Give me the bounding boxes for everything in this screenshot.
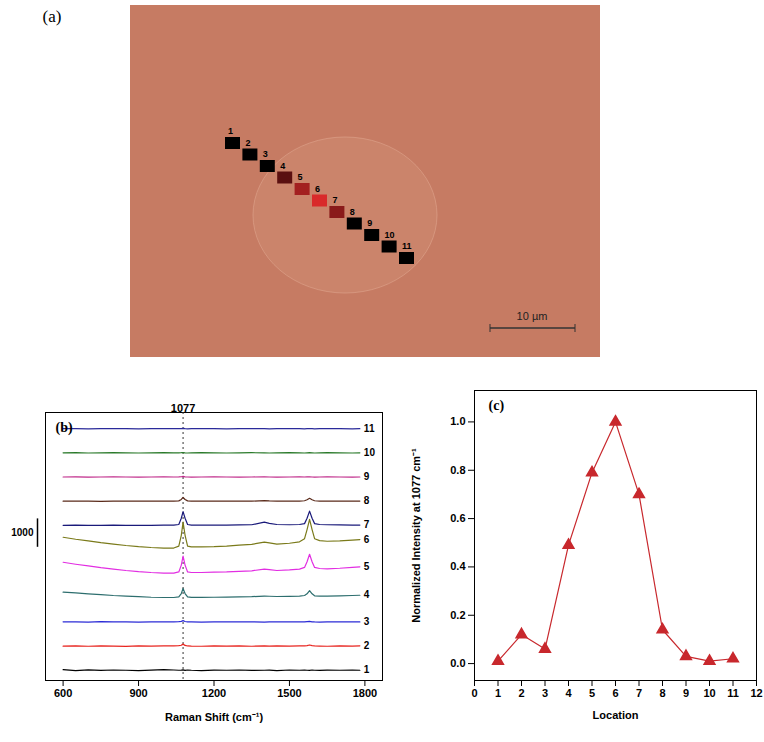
svg-text:5: 5 [298,172,303,182]
svg-text:11: 11 [402,241,412,251]
svg-text:0.0: 0.0 [450,657,465,669]
svg-text:3: 3 [542,687,548,699]
svg-text:0: 0 [471,687,477,699]
svg-text:1: 1 [364,664,370,675]
svg-text:2: 2 [364,640,370,651]
svg-text:4: 4 [280,161,285,171]
svg-text:1: 1 [495,687,501,699]
svg-text:1: 1 [228,126,233,136]
svg-text:6: 6 [315,184,320,194]
svg-text:9: 9 [683,687,689,699]
svg-text:3: 3 [263,149,268,159]
svg-text:12: 12 [750,687,762,699]
svg-text:1000: 1000 [11,527,34,538]
svg-text:5: 5 [364,561,370,572]
svg-text:1800: 1800 [353,687,377,699]
svg-text:6: 6 [612,687,618,699]
svg-text:Normalized Intensity at 1077 c: Normalized Intensity at 1077 cm⁻¹ [410,448,422,623]
svg-text:7: 7 [332,195,337,205]
svg-text:6: 6 [364,534,370,545]
svg-text:Location: Location [593,709,639,721]
svg-text:2: 2 [518,687,524,699]
svg-text:7: 7 [636,687,642,699]
svg-text:3: 3 [364,616,370,627]
svg-text:0.4: 0.4 [450,560,466,572]
svg-text:0.8: 0.8 [450,464,465,476]
svg-text:4: 4 [364,589,370,600]
svg-text:0.2: 0.2 [450,609,465,621]
svg-text:10: 10 [364,447,376,458]
svg-text:8: 8 [659,687,665,699]
svg-text:600: 600 [54,687,72,699]
svg-text:1200: 1200 [202,687,226,699]
svg-text:5: 5 [589,687,595,699]
svg-text:9: 9 [364,471,370,482]
svg-text:1077: 1077 [171,402,195,414]
svg-text:11: 11 [364,423,375,434]
svg-text:(c): (c) [489,398,505,414]
svg-text:4: 4 [565,687,572,699]
svg-text:10 µm: 10 µm [517,310,548,322]
svg-text:900: 900 [129,687,147,699]
svg-text:9: 9 [367,218,372,228]
svg-text:2: 2 [245,138,250,148]
svg-text:7: 7 [364,519,370,530]
svg-text:10: 10 [385,230,395,240]
svg-text:11: 11 [727,687,739,699]
svg-text:Raman Shift (cm⁻¹): Raman Shift (cm⁻¹) [165,711,263,723]
svg-text:1.0: 1.0 [450,415,465,427]
svg-text:0.6: 0.6 [450,512,465,524]
svg-text:10: 10 [703,687,715,699]
svg-text:1500: 1500 [277,687,301,699]
svg-text:8: 8 [364,495,370,506]
svg-text:(b): (b) [56,420,73,436]
svg-text:8: 8 [350,207,355,217]
svg-text:(a): (a) [43,7,62,26]
